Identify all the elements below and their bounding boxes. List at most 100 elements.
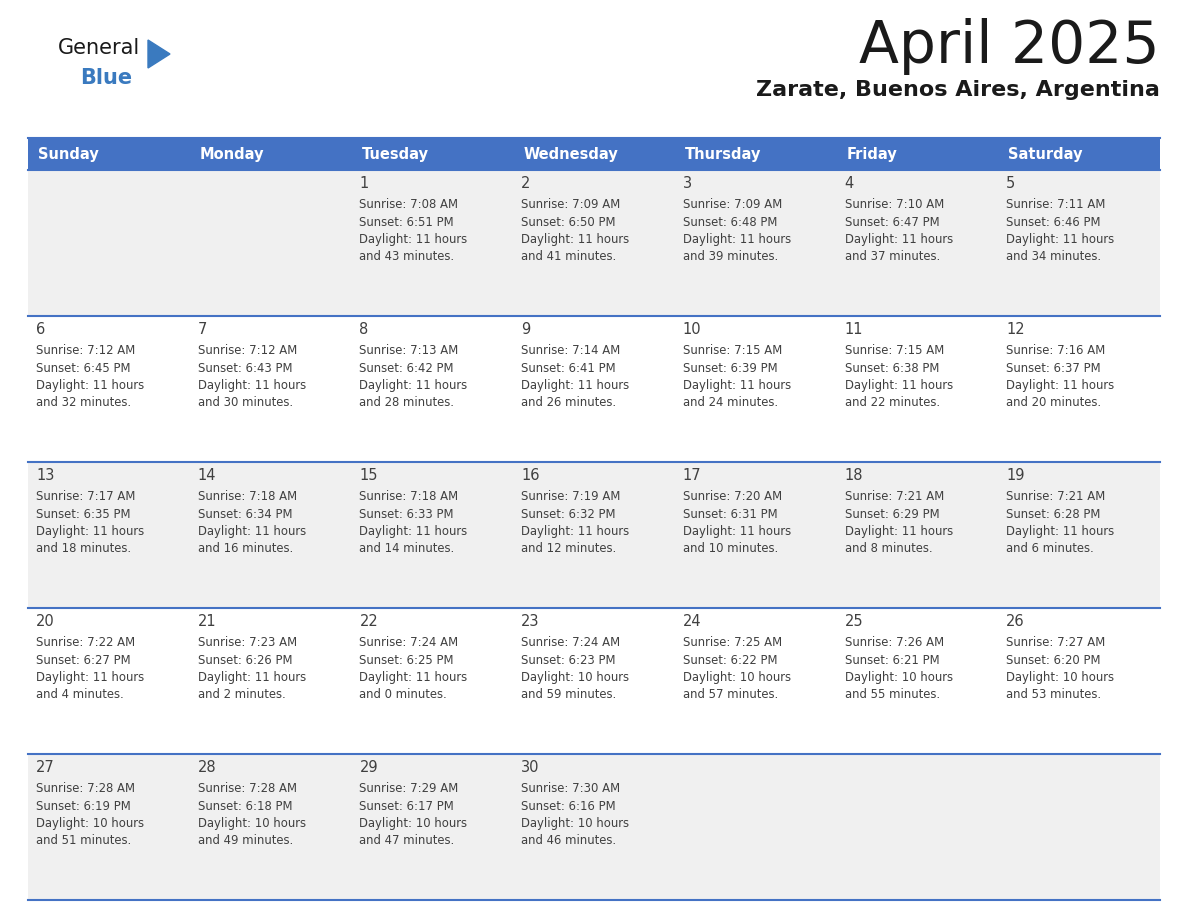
Text: Sunrise: 7:09 AM: Sunrise: 7:09 AM [683, 198, 782, 211]
Text: and 16 minutes.: and 16 minutes. [197, 543, 293, 555]
Text: 19: 19 [1006, 468, 1025, 483]
Text: Daylight: 10 hours: Daylight: 10 hours [1006, 671, 1114, 684]
Text: Sunrise: 7:25 AM: Sunrise: 7:25 AM [683, 636, 782, 649]
Text: Blue: Blue [80, 68, 132, 88]
Bar [29, 754, 1159, 900]
Text: and 2 minutes.: and 2 minutes. [197, 688, 285, 701]
Text: Daylight: 11 hours: Daylight: 11 hours [36, 525, 144, 538]
Text: 18: 18 [845, 468, 862, 483]
Text: Daylight: 11 hours: Daylight: 11 hours [360, 379, 468, 392]
Text: Sunrise: 7:08 AM: Sunrise: 7:08 AM [360, 198, 459, 211]
Text: Sunrise: 7:29 AM: Sunrise: 7:29 AM [360, 782, 459, 795]
Text: 9: 9 [522, 322, 530, 337]
Text: Sunset: 6:43 PM: Sunset: 6:43 PM [197, 362, 292, 375]
Text: Sunrise: 7:10 AM: Sunrise: 7:10 AM [845, 198, 943, 211]
Text: Daylight: 11 hours: Daylight: 11 hours [197, 379, 305, 392]
Text: 14: 14 [197, 468, 216, 483]
Text: Sunrise: 7:28 AM: Sunrise: 7:28 AM [36, 782, 135, 795]
Text: and 28 minutes.: and 28 minutes. [360, 397, 455, 409]
Text: Sunrise: 7:30 AM: Sunrise: 7:30 AM [522, 782, 620, 795]
Text: Sunset: 6:31 PM: Sunset: 6:31 PM [683, 508, 777, 521]
Text: Daylight: 10 hours: Daylight: 10 hours [522, 817, 630, 830]
Text: Sunday: Sunday [38, 147, 99, 162]
Text: 28: 28 [197, 760, 216, 775]
Text: Sunset: 6:22 PM: Sunset: 6:22 PM [683, 654, 777, 666]
Text: Sunrise: 7:18 AM: Sunrise: 7:18 AM [360, 490, 459, 503]
Text: Daylight: 10 hours: Daylight: 10 hours [360, 817, 467, 830]
Text: Sunset: 6:47 PM: Sunset: 6:47 PM [845, 216, 940, 229]
Text: Sunset: 6:38 PM: Sunset: 6:38 PM [845, 362, 939, 375]
Text: Sunrise: 7:12 AM: Sunrise: 7:12 AM [36, 344, 135, 357]
Text: and 22 minutes.: and 22 minutes. [845, 397, 940, 409]
Text: Wednesday: Wednesday [523, 147, 618, 162]
Text: and 24 minutes.: and 24 minutes. [683, 397, 778, 409]
Text: 21: 21 [197, 614, 216, 629]
Text: Sunset: 6:45 PM: Sunset: 6:45 PM [36, 362, 131, 375]
Text: Sunset: 6:16 PM: Sunset: 6:16 PM [522, 800, 615, 812]
Text: and 34 minutes.: and 34 minutes. [1006, 251, 1101, 263]
Text: Daylight: 11 hours: Daylight: 11 hours [1006, 379, 1114, 392]
Text: Sunset: 6:18 PM: Sunset: 6:18 PM [197, 800, 292, 812]
Text: Daylight: 10 hours: Daylight: 10 hours [683, 671, 791, 684]
Text: and 0 minutes.: and 0 minutes. [360, 688, 447, 701]
Text: 6: 6 [36, 322, 45, 337]
Text: Sunrise: 7:24 AM: Sunrise: 7:24 AM [360, 636, 459, 649]
Text: Sunrise: 7:28 AM: Sunrise: 7:28 AM [197, 782, 297, 795]
Text: 22: 22 [360, 614, 378, 629]
Text: Daylight: 11 hours: Daylight: 11 hours [360, 671, 468, 684]
Text: Sunset: 6:37 PM: Sunset: 6:37 PM [1006, 362, 1101, 375]
Text: Sunset: 6:27 PM: Sunset: 6:27 PM [36, 654, 131, 666]
Text: 24: 24 [683, 614, 701, 629]
Text: Daylight: 11 hours: Daylight: 11 hours [845, 233, 953, 246]
Text: and 59 minutes.: and 59 minutes. [522, 688, 617, 701]
Text: and 43 minutes.: and 43 minutes. [360, 251, 455, 263]
Text: 4: 4 [845, 176, 854, 191]
Text: and 55 minutes.: and 55 minutes. [845, 688, 940, 701]
Bar [29, 170, 1159, 316]
Text: Daylight: 11 hours: Daylight: 11 hours [197, 671, 305, 684]
Text: General: General [58, 38, 140, 58]
Text: 30: 30 [522, 760, 539, 775]
Text: Daylight: 10 hours: Daylight: 10 hours [522, 671, 630, 684]
Text: Sunset: 6:19 PM: Sunset: 6:19 PM [36, 800, 131, 812]
Text: Sunset: 6:51 PM: Sunset: 6:51 PM [360, 216, 454, 229]
Text: Sunset: 6:25 PM: Sunset: 6:25 PM [360, 654, 454, 666]
Text: Sunset: 6:39 PM: Sunset: 6:39 PM [683, 362, 777, 375]
Text: Daylight: 11 hours: Daylight: 11 hours [197, 525, 305, 538]
Text: Daylight: 11 hours: Daylight: 11 hours [36, 671, 144, 684]
Text: Sunset: 6:28 PM: Sunset: 6:28 PM [1006, 508, 1100, 521]
Text: Sunrise: 7:15 AM: Sunrise: 7:15 AM [683, 344, 782, 357]
Text: 13: 13 [36, 468, 55, 483]
Text: and 37 minutes.: and 37 minutes. [845, 251, 940, 263]
Text: Sunset: 6:20 PM: Sunset: 6:20 PM [1006, 654, 1101, 666]
Text: and 14 minutes.: and 14 minutes. [360, 543, 455, 555]
Text: Daylight: 11 hours: Daylight: 11 hours [522, 233, 630, 246]
Text: and 49 minutes.: and 49 minutes. [197, 834, 293, 847]
Text: 15: 15 [360, 468, 378, 483]
Text: and 6 minutes.: and 6 minutes. [1006, 543, 1094, 555]
Text: Sunrise: 7:26 AM: Sunrise: 7:26 AM [845, 636, 943, 649]
Text: Sunrise: 7:21 AM: Sunrise: 7:21 AM [845, 490, 943, 503]
Bar [29, 462, 1159, 608]
Text: Sunrise: 7:14 AM: Sunrise: 7:14 AM [522, 344, 620, 357]
Text: Daylight: 11 hours: Daylight: 11 hours [36, 379, 144, 392]
Text: and 47 minutes.: and 47 minutes. [360, 834, 455, 847]
Text: Daylight: 11 hours: Daylight: 11 hours [845, 525, 953, 538]
Text: Sunrise: 7:21 AM: Sunrise: 7:21 AM [1006, 490, 1106, 503]
Text: and 30 minutes.: and 30 minutes. [197, 397, 292, 409]
Text: 10: 10 [683, 322, 701, 337]
Text: 5: 5 [1006, 176, 1016, 191]
Text: Sunset: 6:29 PM: Sunset: 6:29 PM [845, 508, 940, 521]
Text: and 39 minutes.: and 39 minutes. [683, 251, 778, 263]
Text: Friday: Friday [847, 147, 897, 162]
Text: 11: 11 [845, 322, 862, 337]
Text: Sunset: 6:32 PM: Sunset: 6:32 PM [522, 508, 615, 521]
Text: Sunrise: 7:20 AM: Sunrise: 7:20 AM [683, 490, 782, 503]
Text: Sunset: 6:48 PM: Sunset: 6:48 PM [683, 216, 777, 229]
Text: Sunrise: 7:16 AM: Sunrise: 7:16 AM [1006, 344, 1106, 357]
Text: 16: 16 [522, 468, 539, 483]
Text: and 12 minutes.: and 12 minutes. [522, 543, 617, 555]
Text: 3: 3 [683, 176, 691, 191]
Text: Daylight: 11 hours: Daylight: 11 hours [522, 525, 630, 538]
Text: and 10 minutes.: and 10 minutes. [683, 543, 778, 555]
